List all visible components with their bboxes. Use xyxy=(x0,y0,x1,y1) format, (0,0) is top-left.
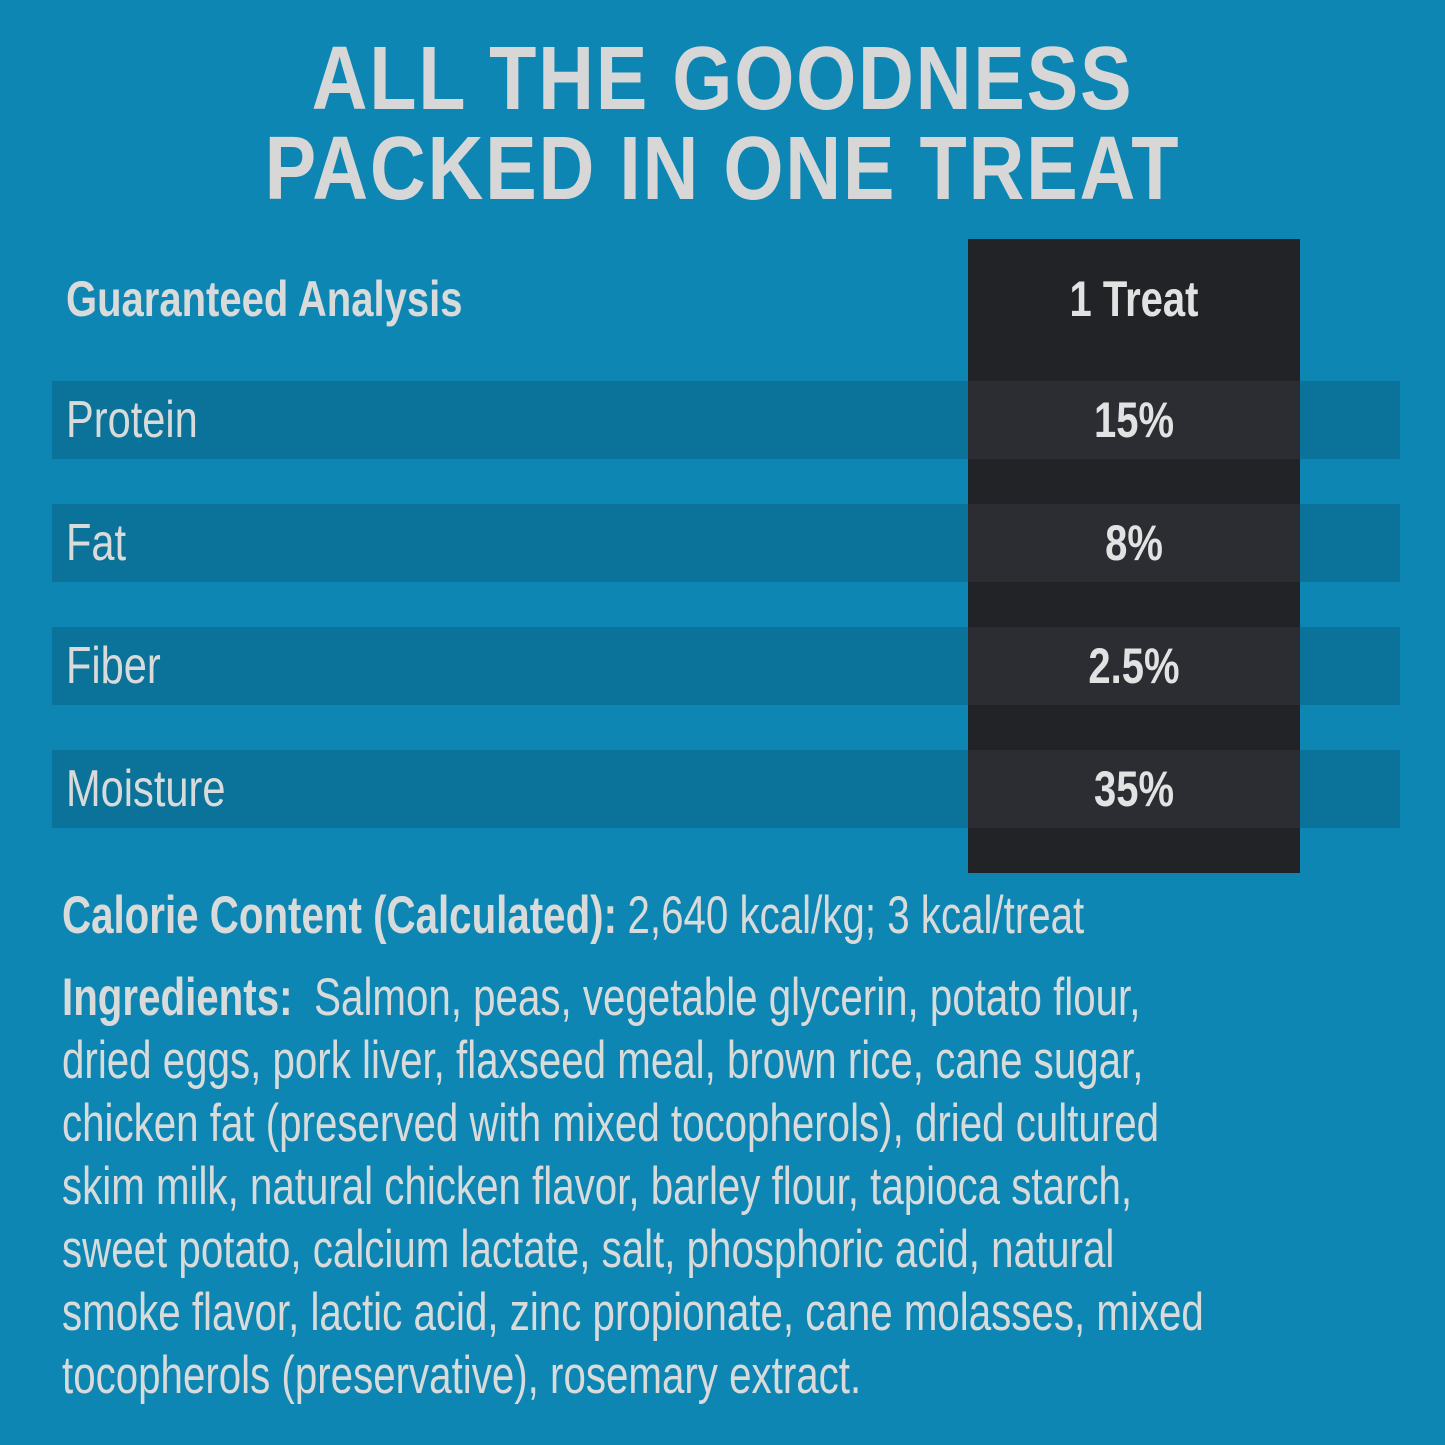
panel-stripe-band xyxy=(968,627,1300,705)
table-header-row: Guaranteed Analysis 1 Treat xyxy=(52,239,1400,359)
row-label-fat: Fat xyxy=(66,514,127,572)
calorie-content-line: Calorie Content (Calculated): 2,640 kcal… xyxy=(62,884,1084,946)
row-value-fiber: 2.5% xyxy=(1088,638,1180,694)
row-value-protein: 15% xyxy=(1093,392,1175,448)
ingredients-line: tocopherols (preservative), rosemary ext… xyxy=(62,1346,862,1405)
page-title: ALL THE GOODNESS PACKED IN ONE TREAT xyxy=(101,34,1344,214)
ingredients-line: chicken fat (preserved with mixed tocoph… xyxy=(62,1094,1160,1153)
row-value-moisture: 35% xyxy=(1093,761,1175,817)
table-row-fiber: Fiber 2.5% xyxy=(52,627,1400,705)
panel-stripe-band xyxy=(968,750,1300,828)
title-line-2: PACKED IN ONE TREAT xyxy=(264,119,1181,219)
ingredients-label: Ingredients: xyxy=(62,968,293,1027)
table-row-protein: Protein 15% xyxy=(52,381,1400,459)
treat-column-heading: 1 Treat xyxy=(1069,271,1199,327)
ingredients-line-1-text: Salmon, peas, vegetable glycerin, potato… xyxy=(314,968,1141,1027)
panel-stripe-band xyxy=(968,504,1300,582)
ingredients-line: sweet potato, calcium lactate, salt, pho… xyxy=(62,1220,1115,1279)
panel-stripe-band xyxy=(968,381,1300,459)
treat-value-column-panel xyxy=(968,239,1300,873)
calorie-content-value: 2,640 kcal/kg; 3 kcal/treat xyxy=(627,885,1085,945)
ingredients-paragraph: Ingredients: Salmon, peas, vegetable gly… xyxy=(62,966,1445,1407)
row-value-fat: 8% xyxy=(1105,515,1163,571)
guaranteed-analysis-heading: Guaranteed Analysis xyxy=(66,271,463,327)
ingredients-line: skim milk, natural chicken flavor, barle… xyxy=(62,1157,1133,1216)
ingredients-line: smoke flavor, lactic acid, zinc propiona… xyxy=(62,1283,1204,1342)
table-row-fat: Fat 8% xyxy=(52,504,1400,582)
table-row-moisture: Moisture 35% xyxy=(52,750,1400,828)
row-label-protein: Protein xyxy=(66,391,198,449)
ingredients-line: Ingredients: Salmon, peas, vegetable gly… xyxy=(62,966,1204,1029)
row-label-fiber: Fiber xyxy=(66,637,161,695)
row-label-moisture: Moisture xyxy=(66,760,226,818)
calorie-content-label: Calorie Content (Calculated): xyxy=(62,885,618,945)
ingredients-line: dried eggs, pork liver, flaxseed meal, b… xyxy=(62,1031,1144,1090)
title-line-1: ALL THE GOODNESS xyxy=(311,29,1134,129)
